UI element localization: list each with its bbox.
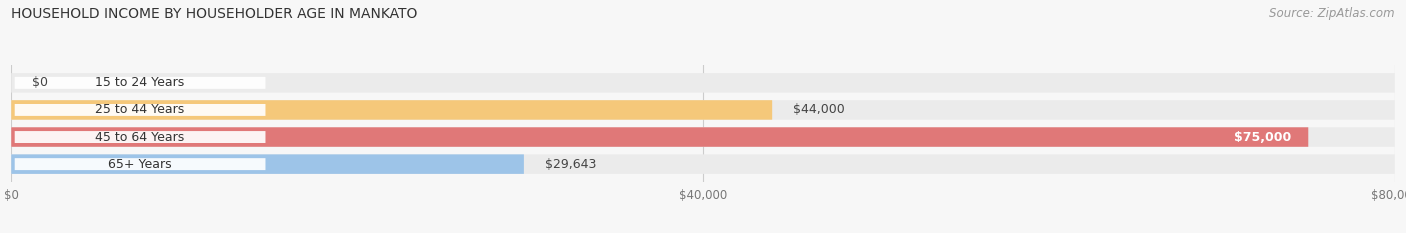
FancyBboxPatch shape [11,100,1395,120]
Text: HOUSEHOLD INCOME BY HOUSEHOLDER AGE IN MANKATO: HOUSEHOLD INCOME BY HOUSEHOLDER AGE IN M… [11,7,418,21]
FancyBboxPatch shape [11,154,524,174]
FancyBboxPatch shape [14,131,266,143]
Text: Source: ZipAtlas.com: Source: ZipAtlas.com [1270,7,1395,20]
FancyBboxPatch shape [11,154,1395,174]
FancyBboxPatch shape [11,127,1395,147]
FancyBboxPatch shape [14,104,266,116]
FancyBboxPatch shape [11,73,1395,93]
FancyBboxPatch shape [11,100,772,120]
Text: $75,000: $75,000 [1233,130,1291,144]
FancyBboxPatch shape [14,77,266,89]
FancyBboxPatch shape [14,158,266,170]
Text: $0: $0 [32,76,48,89]
Text: 65+ Years: 65+ Years [108,158,172,171]
FancyBboxPatch shape [11,127,1308,147]
Text: $44,000: $44,000 [793,103,845,116]
Text: 15 to 24 Years: 15 to 24 Years [96,76,184,89]
Text: $29,643: $29,643 [544,158,596,171]
Text: 45 to 64 Years: 45 to 64 Years [96,130,184,144]
Text: 25 to 44 Years: 25 to 44 Years [96,103,184,116]
